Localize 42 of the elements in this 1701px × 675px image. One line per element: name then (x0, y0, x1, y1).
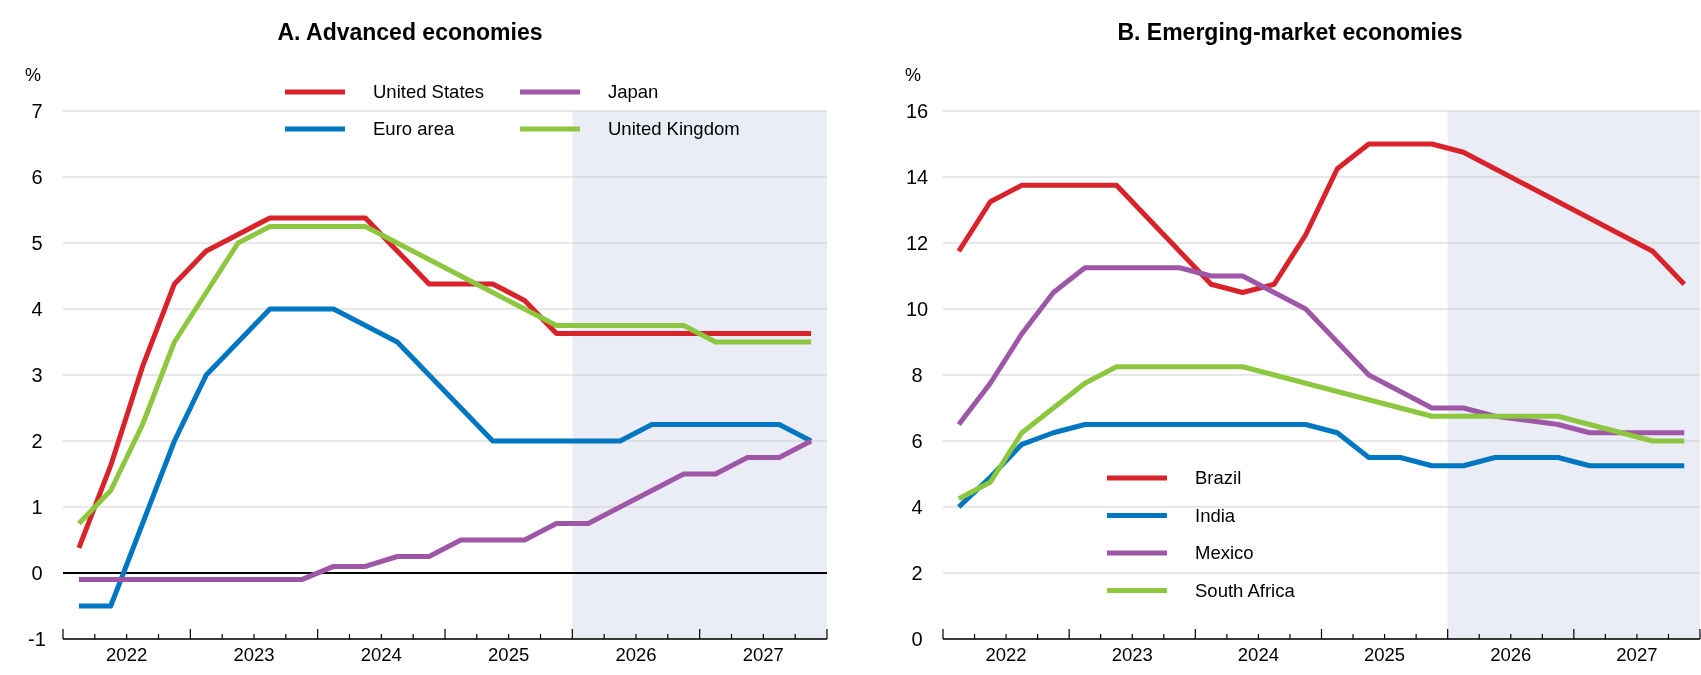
legend-label: Euro area (373, 118, 455, 140)
x-tick-label: 2023 (233, 644, 275, 665)
legend-label: Mexico (1195, 542, 1254, 564)
y-axis-title: % (25, 65, 42, 85)
legend-label: South Africa (1195, 579, 1296, 601)
y-tick-label: 4 (911, 496, 923, 518)
chart-title: A. Advanced economies (277, 19, 543, 45)
y-tick-label: 0 (31, 562, 43, 584)
x-tick-label: 2023 (1111, 644, 1153, 665)
y-axis-title: % (905, 65, 922, 85)
x-tick-label: 2025 (1364, 644, 1406, 665)
x-tick-label: 2027 (1616, 644, 1658, 665)
y-tick-label: 14 (905, 166, 929, 188)
y-tick-label: 7 (31, 100, 43, 122)
x-tick-label: 2022 (106, 644, 148, 665)
legend-label: Japan (608, 81, 659, 103)
x-tick-label: 2022 (985, 644, 1027, 665)
y-tick-label: 5 (31, 232, 43, 254)
y-tick-label: 10 (905, 298, 929, 320)
x-tick-label: 2026 (1490, 644, 1532, 665)
legend-label: India (1195, 504, 1236, 526)
y-tick-label: 0 (911, 628, 923, 650)
y-tick-label: 4 (31, 298, 43, 320)
x-tick-label: 2024 (1237, 644, 1279, 665)
y-tick-label: -1 (28, 628, 46, 650)
legend-label: Brazil (1195, 467, 1242, 489)
x-tick-label: 2027 (742, 644, 784, 665)
chart-title: B. Emerging-market economies (1117, 19, 1463, 45)
y-tick-label: 3 (31, 364, 43, 386)
x-tick-label: 2025 (488, 644, 530, 665)
y-tick-label: 16 (905, 100, 929, 122)
y-tick-label: 6 (31, 166, 43, 188)
y-tick-label: 2 (31, 430, 43, 452)
y-tick-label: 8 (911, 364, 923, 386)
x-tick-label: 2024 (360, 644, 402, 665)
x-tick-label: 2026 (615, 644, 657, 665)
legend-label: United Kingdom (608, 118, 740, 140)
y-tick-label: 12 (905, 232, 929, 254)
y-tick-label: 6 (911, 430, 923, 452)
legend-label: United States (373, 81, 485, 103)
y-tick-label: 1 (31, 496, 43, 518)
y-tick-label: 2 (911, 562, 923, 584)
